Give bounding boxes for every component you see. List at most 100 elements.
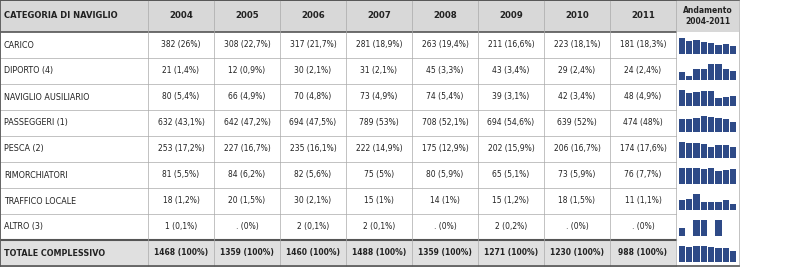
Bar [730, 46, 737, 54]
Text: 174 (17,6%): 174 (17,6%) [619, 144, 666, 154]
Bar [214, 214, 280, 240]
Bar [678, 168, 685, 184]
Bar [694, 220, 700, 236]
Bar [730, 147, 737, 158]
Bar [478, 136, 544, 162]
Text: 66 (4,9%): 66 (4,9%) [229, 93, 266, 102]
Text: 253 (17,2%): 253 (17,2%) [157, 144, 205, 154]
Bar [676, 188, 739, 214]
Bar [723, 97, 729, 106]
Bar [478, 84, 544, 110]
Text: 988 (100%): 988 (100%) [618, 248, 667, 258]
Bar [0, 58, 148, 84]
Bar [478, 0, 544, 32]
Text: 2005: 2005 [235, 12, 259, 21]
Bar [544, 84, 610, 110]
Bar [686, 76, 692, 80]
Bar [730, 122, 737, 132]
Bar [694, 246, 700, 262]
Text: 2 (0,1%): 2 (0,1%) [363, 222, 396, 231]
Bar [346, 0, 412, 32]
Text: . (0%): . (0%) [434, 222, 456, 231]
Bar [478, 188, 544, 214]
Bar [478, 110, 544, 136]
Text: 694 (54,6%): 694 (54,6%) [487, 119, 535, 127]
Bar [610, 32, 676, 58]
Text: 632 (43,1%): 632 (43,1%) [157, 119, 205, 127]
Bar [478, 214, 544, 240]
Bar [730, 96, 737, 106]
Bar [708, 147, 714, 158]
Bar [0, 240, 148, 266]
Bar [701, 42, 707, 54]
Text: CATEGORIA DI NAVIGLIO: CATEGORIA DI NAVIGLIO [4, 12, 117, 21]
Text: 227 (16,7%): 227 (16,7%) [224, 144, 270, 154]
Text: 18 (1,2%): 18 (1,2%) [162, 197, 200, 205]
Bar [715, 202, 721, 210]
Text: 211 (16,6%): 211 (16,6%) [487, 40, 535, 49]
Text: 15 (1%): 15 (1%) [364, 197, 394, 205]
Bar [678, 119, 685, 132]
Bar [148, 162, 214, 188]
Bar [346, 58, 412, 84]
Bar [346, 136, 412, 162]
Bar [610, 240, 676, 266]
Bar [412, 162, 478, 188]
Bar [676, 162, 739, 188]
Text: 789 (53%): 789 (53%) [359, 119, 399, 127]
Bar [544, 110, 610, 136]
Bar [701, 69, 707, 80]
Bar [676, 214, 739, 240]
Bar [346, 188, 412, 214]
Bar [544, 214, 610, 240]
Bar [686, 41, 692, 54]
Bar [723, 248, 729, 262]
Bar [478, 240, 544, 266]
Bar [708, 43, 714, 54]
Text: 382 (26%): 382 (26%) [161, 40, 201, 49]
Bar [148, 32, 214, 58]
Text: 2006: 2006 [301, 12, 325, 21]
Bar [686, 119, 692, 132]
Text: 708 (52,1%): 708 (52,1%) [422, 119, 468, 127]
Text: 21 (1,4%): 21 (1,4%) [162, 66, 200, 76]
Text: 2004: 2004 [169, 12, 193, 21]
Bar [610, 110, 676, 136]
Bar [148, 58, 214, 84]
Bar [730, 71, 737, 80]
Text: 14 (1%): 14 (1%) [430, 197, 460, 205]
Bar [478, 162, 544, 188]
Text: RIMORCHIATORI: RIMORCHIATORI [4, 170, 68, 180]
Bar [280, 240, 346, 266]
Text: 1468 (100%): 1468 (100%) [154, 248, 208, 258]
Bar [676, 58, 739, 84]
Text: 70 (4,8%): 70 (4,8%) [294, 93, 332, 102]
Bar [701, 169, 707, 184]
Bar [730, 251, 737, 262]
Text: 1230 (100%): 1230 (100%) [550, 248, 604, 258]
Text: 76 (7,7%): 76 (7,7%) [624, 170, 662, 180]
Bar [708, 168, 714, 184]
Text: 82 (5,6%): 82 (5,6%) [295, 170, 332, 180]
Bar [544, 136, 610, 162]
Text: 175 (12,9%): 175 (12,9%) [422, 144, 468, 154]
Text: 222 (14,9%): 222 (14,9%) [356, 144, 403, 154]
Bar [694, 40, 700, 54]
Bar [730, 204, 737, 210]
Bar [610, 84, 676, 110]
Bar [0, 162, 148, 188]
Text: 639 (52%): 639 (52%) [557, 119, 597, 127]
Bar [610, 188, 676, 214]
Bar [148, 136, 214, 162]
Text: 30 (2,1%): 30 (2,1%) [295, 197, 332, 205]
Bar [148, 84, 214, 110]
Bar [544, 0, 610, 32]
Bar [701, 144, 707, 158]
Bar [715, 171, 721, 184]
Bar [610, 162, 676, 188]
Text: 308 (22,7%): 308 (22,7%) [224, 40, 270, 49]
Text: CARICO: CARICO [4, 40, 35, 49]
Bar [280, 0, 346, 32]
Text: 1460 (100%): 1460 (100%) [286, 248, 340, 258]
Text: 1 (0,1%): 1 (0,1%) [165, 222, 197, 231]
